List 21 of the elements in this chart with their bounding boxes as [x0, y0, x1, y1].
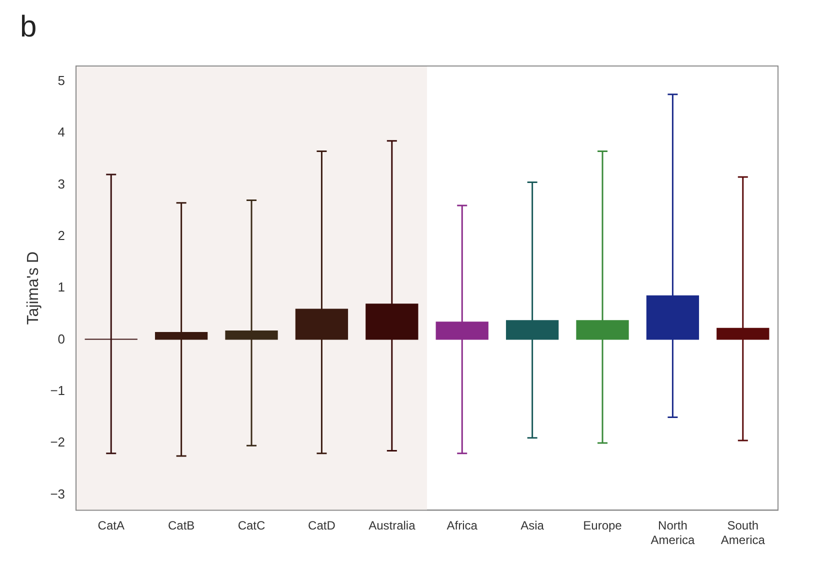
x-tick-label: CatA	[98, 518, 124, 533]
y-tick-label: 4	[58, 124, 66, 140]
x-tick-label: CatB	[168, 518, 195, 533]
x-tick-label: Australia	[368, 518, 416, 533]
x-tick-label: Asia	[520, 518, 544, 533]
y-tick-label: 1	[58, 280, 66, 295]
chart-title: b	[20, 10, 37, 44]
y-tick-label: 2	[58, 228, 66, 244]
y-tick-label: −3	[50, 486, 66, 502]
y-tick-label: −1	[50, 382, 66, 398]
x-tick-label: South America	[720, 518, 766, 548]
y-tick-label: 0	[58, 331, 66, 346]
y-tick-label: −2	[50, 434, 66, 450]
x-tick-label: CatD	[308, 518, 336, 533]
y-axis-title: Tajima's D	[25, 251, 42, 325]
y-tick-label: 5	[58, 73, 66, 88]
y-tick-label: 3	[58, 176, 66, 192]
x-tick-label: Africa	[446, 518, 478, 533]
x-tick-label: North America	[650, 518, 696, 548]
x-tick-label: CatC	[238, 518, 266, 533]
x-tick-label: Europe	[583, 518, 622, 533]
